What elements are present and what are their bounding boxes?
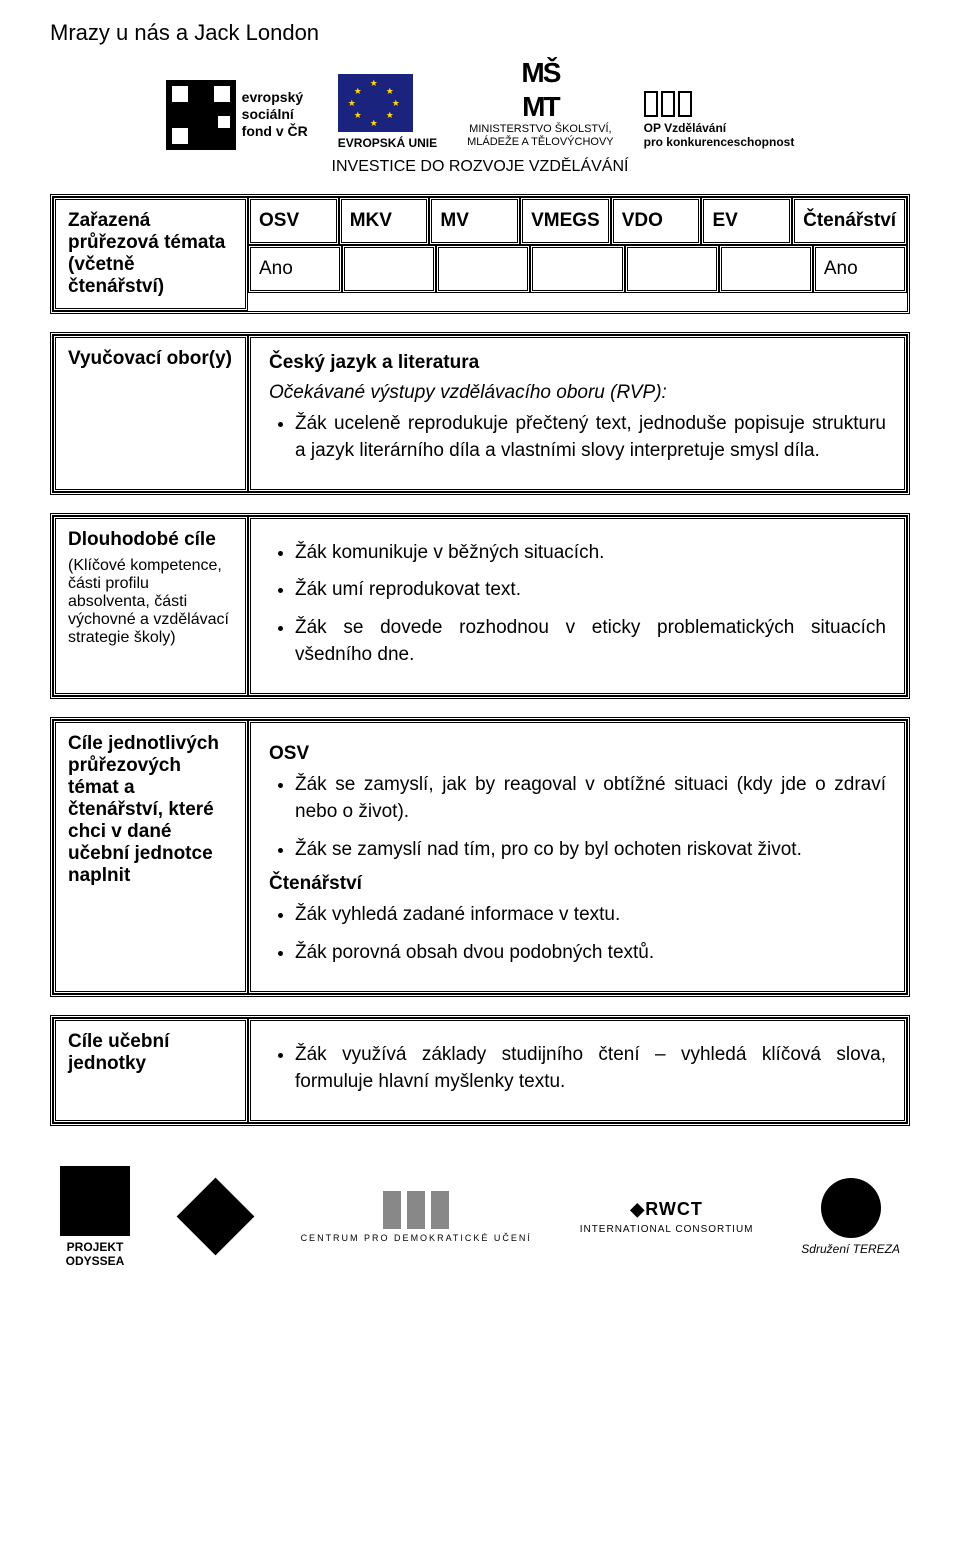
- rwct-logo: ◆RWCT INTERNATIONAL CONSORTIUM: [580, 1199, 754, 1235]
- themes-values-row: Ano Ano: [248, 245, 907, 293]
- msmt-logo: MŠMT MINISTERSTVO ŠKOLSTVÍ, MLÁDEŽE A TĚ…: [467, 56, 614, 150]
- subject-block: Vyučovací obor(y) Český jazyk a literatu…: [50, 332, 910, 495]
- themes-value-cell: [719, 245, 813, 293]
- longterm-content: Žák komunikuje v běžných situacích. Žák …: [248, 516, 907, 696]
- longterm-bullet: Žák se dovede rozhodnou v eticky problem…: [295, 614, 886, 669]
- subject-outputs-intro: Očekávané výstupy vzdělávacího oboru (RV…: [269, 382, 886, 404]
- unit-goals-label: Cíle učební jednotky: [53, 1018, 248, 1123]
- opvk-logo: OP Vzdělávání pro konkurenceschopnost: [644, 91, 795, 150]
- rwct-label: RWCT: [645, 1199, 703, 1219]
- goals-pt-label: Cíle jednotlivých průřezových témat a čt…: [53, 720, 248, 994]
- subject-label: Vyučovací obor(y): [53, 335, 248, 492]
- goals-pt-block: Cíle jednotlivých průřezových témat a čt…: [50, 717, 910, 997]
- footer-logos: PROJEKT ODYSSEA CENTRUM PRO DEMOKRATICKÉ…: [50, 1166, 910, 1268]
- header-logos-row: evropský sociální fond v ČR ★ ★ ★ ★ ★ ★ …: [50, 56, 910, 150]
- esf-text-1: evropský: [242, 89, 308, 106]
- themes-value-cell: Ano: [813, 245, 907, 293]
- themes-header-cell: VMEGS: [520, 197, 611, 245]
- msmt-line2: MLÁDEŽE A TĚLOVÝCHOVY: [467, 136, 614, 149]
- themes-value-cell: Ano: [248, 245, 342, 293]
- tereza-logo: Sdružení TEREZA: [801, 1178, 900, 1256]
- odyssea-logo: PROJEKT ODYSSEA: [60, 1166, 130, 1268]
- opvk-line2: pro konkurenceschopnost: [644, 135, 795, 149]
- goals-ct-bullet: Žák porovná obsah dvou podobných textů.: [295, 939, 886, 967]
- themes-table: Zařazená průřezová témata (včetně čtenář…: [50, 194, 910, 314]
- themes-value-cell: [530, 245, 624, 293]
- longterm-bullet: Žák umí reprodukovat text.: [295, 576, 886, 604]
- eu-logo: ★ ★ ★ ★ ★ ★ ★ ★ EVROPSKÁ UNIE: [338, 74, 437, 150]
- cdu-label: CENTRUM PRO DEMOKRATICKÉ UČENÍ: [301, 1233, 532, 1243]
- longterm-block: Dlouhodobé cíle (Klíčové kompetence, čás…: [50, 513, 910, 699]
- goals-ct-head: Čtenářství: [269, 873, 886, 895]
- longterm-label-main: Dlouhodobé cíle: [68, 529, 233, 551]
- unit-goals-block: Cíle učební jednotky Žák využívá základy…: [50, 1015, 910, 1126]
- themes-label: Zařazená průřezová témata (včetně čtenář…: [53, 197, 248, 311]
- cdu-logo: CENTRUM PRO DEMOKRATICKÉ UČENÍ: [301, 1191, 532, 1243]
- opvk-line1: OP Vzdělávání: [644, 121, 795, 135]
- goals-pt-content: OSV Žák se zamyslí, jak by reagoval v ob…: [248, 720, 907, 994]
- goals-osv-bullet: Žák se zamyslí nad tím, pro co by byl oc…: [295, 836, 886, 864]
- themes-header-cell: MV: [429, 197, 520, 245]
- esf-text-3: fond v ČR: [242, 123, 308, 140]
- themes-header-cell: OSV: [248, 197, 339, 245]
- themes-header-cell: VDO: [611, 197, 702, 245]
- themes-header-cell: Čtenářství: [792, 197, 907, 245]
- esf-logo: evropský sociální fond v ČR: [166, 80, 308, 150]
- goals-osv-head: OSV: [269, 743, 886, 765]
- rwct-sub: INTERNATIONAL CONSORTIUM: [580, 1224, 754, 1235]
- esf-text-2: sociální: [242, 106, 308, 123]
- themes-value-cell: [436, 245, 530, 293]
- themes-value-cell: [625, 245, 719, 293]
- document-title: Mrazy u nás a Jack London: [50, 20, 910, 46]
- subject-content: Český jazyk a literatura Očekávané výstu…: [248, 335, 907, 492]
- goals-ct-bullet: Žák vyhledá zadané informace v textu.: [295, 901, 886, 929]
- themes-value-cell: [342, 245, 436, 293]
- longterm-label: Dlouhodobé cíle (Klíčové kompetence, čás…: [53, 516, 248, 696]
- msmt-line1: MINISTERSTVO ŠKOLSTVÍ,: [467, 123, 614, 136]
- investment-tagline: INVESTICE DO ROZVOJE VZDĚLÁVÁNÍ: [50, 158, 910, 176]
- themes-header-cell: EV: [701, 197, 792, 245]
- subject-bullet: Žák uceleně reprodukuje přečtený text, j…: [295, 410, 886, 465]
- odyssea-label: PROJEKT ODYSSEA: [66, 1240, 125, 1268]
- clovek-v-tisni-logo: [178, 1179, 253, 1254]
- goals-osv-bullet: Žák se zamyslí, jak by reagoval v obtížn…: [295, 771, 886, 826]
- eu-label: EVROPSKÁ UNIE: [338, 136, 437, 150]
- themes-header-cell: MKV: [339, 197, 430, 245]
- tereza-label: Sdružení TEREZA: [801, 1242, 900, 1256]
- unit-goals-bullet: Žák využívá základy studijního čtení – v…: [295, 1041, 886, 1096]
- subject-title: Český jazyk a literatura: [269, 352, 886, 374]
- unit-goals-content: Žák využívá základy studijního čtení – v…: [248, 1018, 907, 1123]
- themes-header-row: OSV MKV MV VMEGS VDO EV Čtenářství: [248, 197, 907, 245]
- longterm-label-sub: (Klíčové kompetence, části profilu absol…: [68, 557, 233, 647]
- longterm-bullet: Žák komunikuje v běžných situacích.: [295, 539, 886, 567]
